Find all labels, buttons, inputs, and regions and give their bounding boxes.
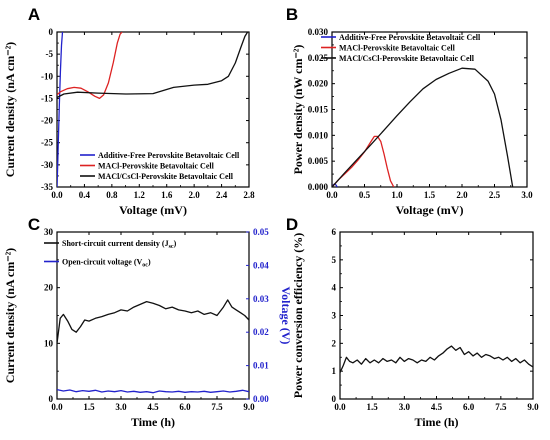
- plot-frame: [339, 231, 534, 400]
- y-tick-label: -10: [41, 71, 53, 81]
- x-tick-label: 2.0: [456, 190, 468, 200]
- y-tick-label: -20: [41, 116, 53, 126]
- y-tick-label: 0.000: [308, 182, 329, 192]
- y-tick-label: 0: [49, 394, 54, 404]
- y-tick-label: 0.020: [308, 79, 329, 89]
- x-tick-label: 1.5: [424, 190, 436, 200]
- panel-a: A 0.0 0.4 0.8 1.2 1.6 2.0 2.4 2.8 0 -5 -10 -15 -20 -25…: [3, 5, 255, 217]
- series-line-3: [57, 32, 249, 99]
- legend-label: MACl-Perovskite Betavoltaic Cell: [98, 162, 215, 171]
- x-tick-label: 0.0: [334, 402, 346, 412]
- y-tick-label: -35: [41, 182, 53, 192]
- y-right-tick-label: 0.00: [253, 394, 269, 404]
- panel-letter: A: [28, 5, 40, 24]
- y-axis-title: Power density (nW cm⁻²): [291, 45, 305, 175]
- legend-label: Short-circuit current density (Jsc): [62, 239, 177, 250]
- x-tick-label: 2.5: [489, 190, 501, 200]
- y-right-tick-label: 0.01: [253, 361, 269, 371]
- y-right-tick-label: 0.02: [253, 327, 269, 337]
- y-tick-label: -25: [41, 138, 53, 148]
- legend-label: Additive-Free Perovskite Betavoltaic Cel…: [98, 151, 240, 160]
- legend-label: MACl/CsCl-Perovskite Betavoltaic Cell: [339, 54, 475, 63]
- x-tick-label: 6.0: [179, 402, 191, 412]
- y-tick-label: 10: [44, 338, 54, 348]
- panel-letter: B: [286, 5, 298, 24]
- y-tick-label: 2: [332, 338, 337, 348]
- x-axis-title: Time (h): [131, 415, 175, 429]
- series-line-2: [57, 32, 123, 100]
- series-line-1: [57, 299, 249, 344]
- x-tick-label: 2.0: [189, 190, 201, 200]
- x-tick-label: 9.0: [527, 402, 539, 412]
- y-tick-label: 0.015: [308, 105, 329, 115]
- legend-label: Additive-Free Perovskite Betavoltaic Cel…: [339, 33, 481, 42]
- y-tick-label: 5: [332, 255, 337, 265]
- y-tick-label: 0.030: [308, 27, 329, 37]
- y-tick-label: 0.005: [308, 156, 329, 166]
- legend-label: MACl/CsCl-Perovskite Betavoltaic Cell: [98, 172, 234, 181]
- panel-b: B 0.0 0.5 1.0 1.5 2.0 2.5 3.0 0.000 0.005 0.010 0.0…: [286, 5, 533, 217]
- series-line-3: [332, 67, 514, 187]
- x-tick-label: 2.8: [243, 190, 255, 200]
- y-right-tick-label: 0.04: [253, 260, 269, 270]
- series-line-2: [57, 388, 249, 394]
- y-tick-label: -5: [46, 49, 54, 59]
- x-tick-label: 1.6: [161, 190, 173, 200]
- x-axis-title: Time (h): [414, 415, 458, 429]
- y-tick-label: 4: [332, 283, 337, 293]
- x-tick-label: 7.5: [211, 402, 223, 412]
- x-tick-label: 9.0: [243, 402, 255, 412]
- x-tick-label: 3.0: [399, 402, 411, 412]
- y-right-tick-label: 0.05: [253, 227, 269, 237]
- panel-d: D 0.0 1.5 3.0 4.5 6.0 7.5 9.0 0 1 2 3 4 5 6 Time (h) Pow…: [286, 215, 539, 429]
- x-tick-label: 0.4: [79, 190, 91, 200]
- x-tick-label: 4.5: [431, 402, 443, 412]
- y-tick-label: 1: [332, 366, 337, 376]
- y-tick-label: 20: [44, 283, 54, 293]
- x-tick-label: 1.5: [83, 402, 95, 412]
- x-tick-label: 6.0: [463, 402, 475, 412]
- x-tick-label: 7.5: [495, 402, 507, 412]
- y-right-axis-title: Voltage (V): [279, 287, 293, 345]
- y-tick-label: -30: [41, 160, 53, 170]
- x-tick-label: 3.0: [115, 402, 127, 412]
- panel-letter: C: [28, 215, 40, 234]
- series-line-1: [57, 32, 64, 187]
- x-tick-label: 0.0: [326, 190, 338, 200]
- y-tick-label: 6: [332, 227, 337, 237]
- y-tick-label: 3: [332, 311, 337, 321]
- y-tick-label: 0.010: [308, 130, 329, 140]
- y-right-tick-label: 0.03: [253, 294, 269, 304]
- x-tick-label: 1.5: [367, 402, 379, 412]
- panel-c: C 0.0 1.5 3.0 4.5 6.0 7.5 9.0 0 10 20 30 0.00 0.01 0.0…: [3, 215, 293, 429]
- legend-label: Open-circuit voltage (Voc): [62, 258, 151, 269]
- x-tick-label: 1.2: [134, 190, 146, 200]
- x-tick-label: 3.0: [521, 190, 533, 200]
- x-axis-title: Voltage (mV): [119, 203, 187, 217]
- legend-label: MACl-Perovskite Betavoltaic Cell: [339, 44, 456, 53]
- x-tick-label: 0.0: [51, 190, 63, 200]
- x-tick-label: 0.5: [359, 190, 371, 200]
- y-tick-label: 0: [332, 394, 337, 404]
- series-line-2: [332, 135, 395, 187]
- x-tick-label: 2.4: [216, 190, 228, 200]
- y-tick-label: 0: [49, 27, 54, 37]
- y-tick-label: -15: [41, 93, 53, 103]
- panel-letter: D: [286, 215, 298, 234]
- y-axis-title: Current density (nA cm⁻²): [3, 248, 17, 383]
- y-axis-title: Power conversion efficiency (%): [291, 233, 305, 398]
- x-tick-label: 0.0: [51, 402, 63, 412]
- x-tick-label: 0.8: [106, 190, 118, 200]
- y-tick-label: 0.025: [308, 53, 329, 63]
- y-axis-title: Current density (nA cm⁻²): [3, 42, 17, 177]
- x-tick-label: 4.5: [147, 402, 159, 412]
- series-line-1: [340, 345, 533, 373]
- x-axis-title: Voltage (mV): [396, 203, 464, 217]
- y-tick-label: 30: [44, 227, 54, 237]
- x-tick-label: 1.0: [391, 190, 403, 200]
